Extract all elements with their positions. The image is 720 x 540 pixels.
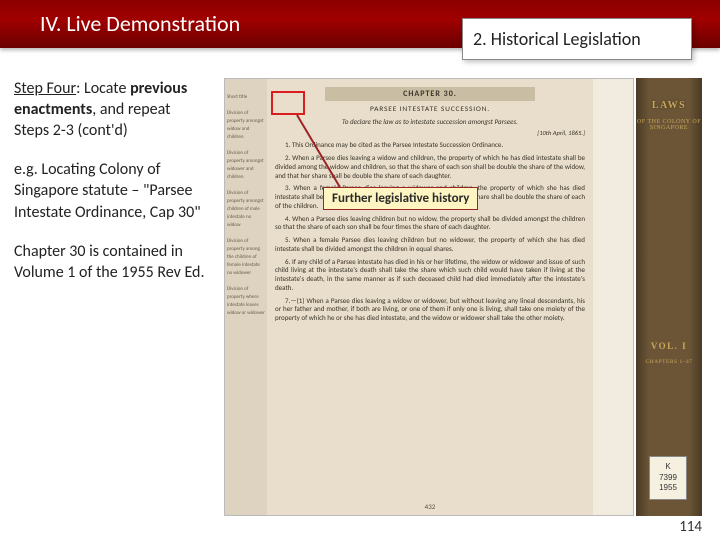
document-scan: Short title Division of property amongst… (224, 78, 634, 516)
content-area: Step Four: Locate previous enactments, a… (0, 72, 720, 540)
callout-label: Further legislative history (323, 187, 478, 210)
spine-subtitle: OF THE COLONY OF SINGAPORE (636, 119, 702, 131)
subheader-box: 2. Historical Legislation (462, 18, 692, 60)
subheader-text: 2. Historical Legislation (473, 28, 641, 50)
spine-call-number: K 7399 1955 (649, 456, 687, 500)
document-footer-page: 432 (267, 503, 593, 512)
callout-arrow (293, 113, 353, 193)
para-7: 7.—(1) When a Parsee dies leaving a wido… (275, 297, 585, 323)
step-label: Step Four (14, 79, 76, 98)
para-4: 4. When a Parsee dies leaving children b… (275, 215, 585, 233)
step-paragraph: Step Four: Locate previous enactments, a… (14, 78, 206, 141)
chapter-header: CHAPTER 30. (325, 87, 535, 101)
spine-chapters: CHAPTERS 1–47 (636, 359, 702, 365)
left-column: Step Four: Locate previous enactments, a… (14, 78, 206, 301)
para-6: 6. If any child of a Parsee intestate ha… (275, 258, 585, 293)
document-margin-index: Short title Division of property amongst… (225, 79, 267, 515)
spine-title: LAWS (636, 100, 702, 111)
book-spine: LAWS OF THE COLONY OF SINGAPORE VOL. I C… (636, 78, 702, 516)
step-rest: : Locate (76, 79, 130, 98)
example-paragraph: e.g. Locating Colony of Singapore statut… (14, 159, 206, 222)
para-5: 5. When a female Parsee dies leaving chi… (275, 236, 585, 254)
highlight-box (271, 91, 305, 115)
slide-page-number: 114 (679, 518, 702, 536)
spine-volume: VOL. I (636, 341, 702, 351)
note-paragraph: Chapter 30 is contained in Volume 1 of t… (14, 241, 206, 283)
